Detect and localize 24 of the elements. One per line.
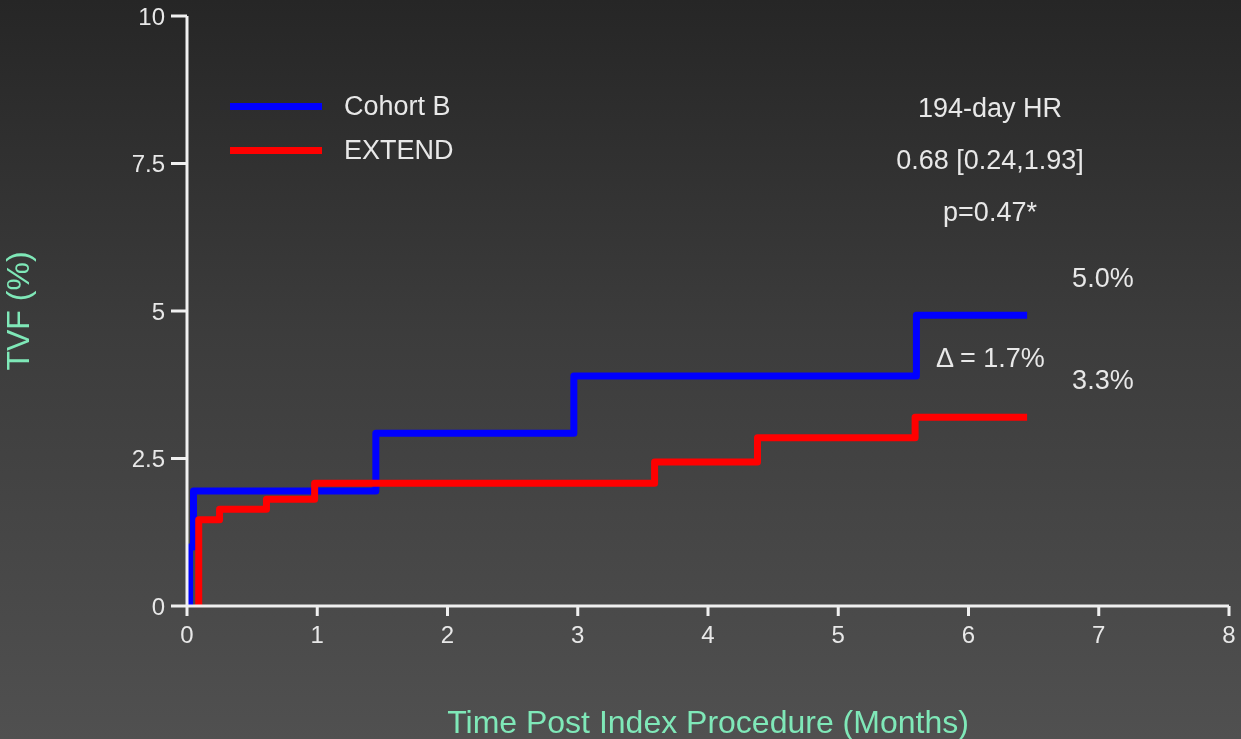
annotation: 194-day HR <box>916 92 1064 125</box>
x-axis-title: Time Post Index Procedure (Months) <box>447 704 969 739</box>
x-tick-label: 0 <box>180 621 194 649</box>
y-tick-label: 5 <box>151 297 165 325</box>
legend-label: Cohort B <box>344 90 451 122</box>
annotation: 5.0% <box>1072 263 1134 294</box>
x-tick-label: 4 <box>701 621 715 649</box>
x-tick-label: 7 <box>1092 621 1106 649</box>
x-tick-label: 6 <box>961 621 976 649</box>
y-axis-title: TVF (%) <box>0 251 37 371</box>
y-tick-label: 2.5 <box>131 445 165 473</box>
y-tick-label: 7.5 <box>131 150 165 178</box>
legend-label: EXTEND <box>344 134 454 166</box>
y-tick-label: 0 <box>151 592 165 620</box>
annotation: 3.3% <box>1072 365 1134 396</box>
x-tick-label: 2 <box>440 621 455 649</box>
x-tick-label: 1 <box>310 621 324 649</box>
y-tick-label: 10 <box>138 2 165 30</box>
annotation: Δ = 1.7% <box>936 343 1045 374</box>
x-tick-label: 8 <box>1222 621 1236 649</box>
x-tick-label: 3 <box>571 621 585 649</box>
x-tick-label: 5 <box>831 621 845 649</box>
annotation: p=0.47* <box>942 196 1038 229</box>
annotation: 0.68 [0.24,1.93] <box>895 144 1085 177</box>
